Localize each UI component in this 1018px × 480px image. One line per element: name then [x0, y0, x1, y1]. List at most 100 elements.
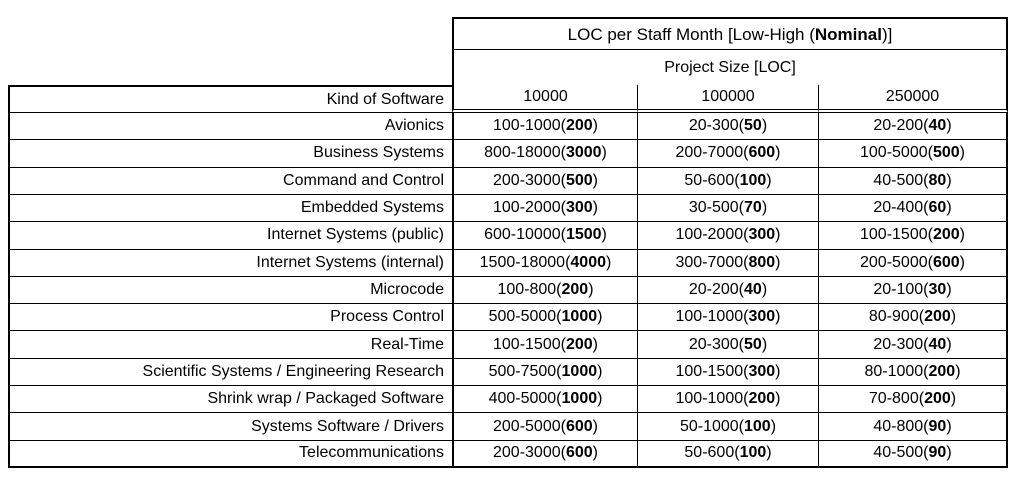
project-size-header: Project Size [LOC] — [452, 50, 1008, 85]
nominal-value: 600 — [565, 417, 593, 435]
loc-range-cell: 200-7000(600) — [637, 140, 818, 168]
loc-range-cell: 50-1000(100) — [637, 413, 818, 441]
nominal-value: 500 — [932, 144, 960, 162]
loc-range-cell: 20-200(40) — [818, 113, 1008, 141]
row-label-microcode: Microcode — [8, 276, 452, 305]
size-column-header-10000: 10000 — [452, 85, 637, 113]
nominal-value: 1500 — [565, 226, 602, 244]
row-label-command-and-control: Command and Control — [8, 167, 452, 195]
nominal-value: 100 — [739, 171, 767, 189]
loc-range-cell: 20-400(60) — [818, 194, 1008, 223]
nominal-value: 300 — [565, 199, 593, 217]
loc-range-cell: 50-600(100) — [637, 167, 818, 195]
loc-range-cell: 100-5000(500) — [818, 140, 1008, 168]
table-title-nominal: Nominal — [814, 24, 882, 44]
nominal-value: 500 — [565, 171, 593, 189]
loc-range-cell: 70-800(200) — [818, 386, 1008, 414]
nominal-value: 50 — [744, 335, 762, 353]
nominal-value: 90 — [928, 417, 947, 435]
nominal-value: 80 — [928, 171, 947, 189]
nominal-value: 100 — [739, 444, 767, 462]
loc-range-cell: 500-5000(1000) — [452, 304, 637, 332]
nominal-value: 300 — [748, 226, 776, 244]
nominal-value: 200 — [748, 390, 776, 408]
row-label-systems-software-drivers: Systems Software / Drivers — [8, 413, 452, 441]
nominal-value: 1000 — [561, 308, 598, 326]
nominal-value: 40 — [928, 335, 947, 353]
nominal-value: 4000 — [570, 253, 606, 271]
loc-range-cell: 40-800(90) — [818, 413, 1008, 441]
loc-range-cell: 20-300(50) — [637, 331, 818, 359]
nominal-value: 200 — [924, 390, 951, 408]
loc-range-cell: 50-600(100) — [637, 440, 818, 468]
nominal-value: 90 — [928, 444, 947, 462]
size-column-header-250000: 250000 — [818, 85, 1008, 113]
loc-range-cell: 200-3000(500) — [452, 167, 637, 195]
row-label-avionics: Avionics — [8, 113, 452, 141]
row-label-internet-systems-internal: Internet Systems (internal) — [8, 249, 452, 277]
loc-range-cell: 40-500(80) — [818, 167, 1008, 195]
nominal-value: 30 — [928, 280, 947, 298]
loc-range-cell: 500-7500(1000) — [452, 358, 637, 387]
table-title-prefix: LOC per Staff Month [Low-High ( — [567, 24, 815, 44]
nominal-value: 200 — [932, 226, 960, 244]
nominal-value: 3000 — [565, 144, 602, 162]
loc-range-cell: 20-100(30) — [818, 276, 1008, 305]
loc-range-cell: 200-5000(600) — [452, 413, 637, 441]
loc-range-cell: 100-800(200) — [452, 276, 637, 305]
row-label-process-control: Process Control — [8, 304, 452, 332]
row-label-business-systems: Business Systems — [8, 140, 452, 168]
table-title: LOC per Staff Month [Low-High (Nominal)] — [452, 17, 1008, 50]
nominal-value: 1000 — [561, 390, 598, 408]
loc-productivity-table: LOC per Staff Month [Low-High (Nominal)]… — [8, 17, 1008, 468]
nominal-value: 200 — [565, 335, 593, 353]
loc-range-cell: 100-1500(300) — [637, 358, 818, 387]
loc-range-cell: 40-500(90) — [818, 440, 1008, 468]
loc-range-cell: 100-1500(200) — [452, 331, 637, 359]
nominal-value: 60 — [928, 199, 947, 217]
nominal-value: 200 — [565, 117, 593, 135]
loc-range-cell: 400-5000(1000) — [452, 386, 637, 414]
row-label-telecommunications: Telecommunications — [8, 440, 452, 468]
loc-range-cell: 20-200(40) — [637, 276, 818, 305]
nominal-value: 70 — [744, 199, 762, 217]
loc-range-cell: 300-7000(800) — [637, 249, 818, 277]
row-label-shrink-wrap-packaged-software: Shrink wrap / Packaged Software — [8, 386, 452, 414]
loc-range-cell: 100-1500(200) — [818, 222, 1008, 250]
kind-of-software-header: Kind of Software — [8, 85, 452, 113]
loc-range-cell: 80-1000(200) — [818, 358, 1008, 387]
row-label-scientific-systems-engineering-research: Scientific Systems / Engineering Researc… — [8, 358, 452, 387]
nominal-value: 200 — [924, 308, 951, 326]
loc-range-cell: 80-900(200) — [818, 304, 1008, 332]
row-label-embedded-systems: Embedded Systems — [8, 194, 452, 223]
nominal-value: 600 — [565, 444, 593, 462]
loc-range-cell: 1500-18000(4000) — [452, 249, 637, 277]
row-label-internet-systems-public: Internet Systems (public) — [8, 222, 452, 250]
row-label-real-time: Real-Time — [8, 331, 452, 359]
nominal-value: 200 — [928, 362, 956, 380]
empty-corner — [8, 50, 452, 85]
nominal-value: 100 — [744, 417, 771, 435]
empty-corner — [8, 17, 452, 50]
size-column-header-100000: 100000 — [637, 85, 818, 113]
nominal-value: 800 — [748, 253, 776, 271]
table-title-suffix: )] — [881, 24, 893, 44]
loc-range-cell: 600-10000(1500) — [452, 222, 637, 250]
loc-range-cell: 100-2000(300) — [637, 222, 818, 250]
loc-range-cell: 20-300(40) — [818, 331, 1008, 359]
nominal-value: 40 — [928, 117, 947, 135]
loc-range-cell: 100-1000(200) — [637, 386, 818, 414]
nominal-value: 300 — [748, 308, 776, 326]
nominal-value: 1000 — [561, 362, 598, 380]
loc-range-cell: 200-5000(600) — [818, 249, 1008, 277]
nominal-value: 600 — [932, 253, 960, 271]
loc-range-cell: 30-500(70) — [637, 194, 818, 223]
nominal-value: 600 — [748, 144, 776, 162]
loc-range-cell: 100-1000(300) — [637, 304, 818, 332]
nominal-value: 40 — [744, 280, 762, 298]
loc-range-cell: 20-300(50) — [637, 113, 818, 141]
loc-range-cell: 800-18000(3000) — [452, 140, 637, 168]
loc-range-cell: 200-3000(600) — [452, 440, 637, 468]
nominal-value: 200 — [561, 280, 589, 298]
